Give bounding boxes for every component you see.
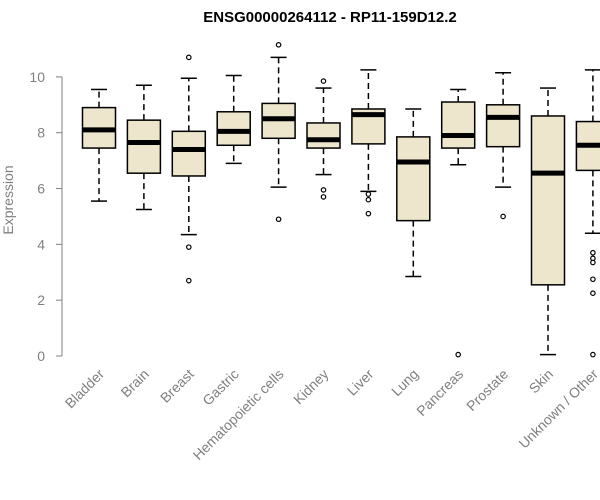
x-tick-label: Prostate [463,366,511,414]
outlier-point [186,244,192,250]
box-group [530,87,566,356]
x-tick-label: Pancreas [413,366,466,419]
outlier-point [320,78,327,84]
outlier-point [590,249,596,256]
box-group [351,69,386,217]
y-tick-label: 2 [37,292,45,308]
outlier-point [590,351,596,358]
box-group [261,41,296,223]
x-tick-label: Lung [388,366,421,399]
outlier-point [590,259,596,266]
box-iqr [306,122,341,149]
outlier-point [320,187,327,193]
box-group [216,74,251,165]
box-group [575,69,600,358]
y-tick-label: 4 [37,236,45,252]
x-tick-label: Brain [118,366,152,400]
x-tick-label: Gastric [199,366,242,409]
box-group [485,71,521,220]
outlier-point [365,210,372,217]
y-tick-label: 10 [29,69,45,85]
chart-title: ENSG00000264112 - RP11-159D12.2 [203,9,457,26]
x-tick-label: Kidney [290,366,332,408]
box-iqr [216,111,251,147]
box-group [171,54,207,284]
box-iqr [126,119,162,174]
outlier-point [455,351,462,358]
y-tick-label: 0 [37,348,45,364]
y-tick-label: 6 [37,181,45,197]
outlier-point [275,216,282,223]
boxes-group [81,41,600,358]
box-group [306,78,341,200]
box-group [81,88,117,202]
y-axis-label: Expression [0,165,16,234]
x-tick-label: Bladder [62,366,108,412]
box-iqr [171,130,207,177]
box-group [440,88,476,358]
outlier-point [320,194,327,200]
outlier-point [365,196,372,203]
box-group [126,84,162,211]
x-tick-label: Breast [157,366,197,406]
box-group [396,108,431,278]
outlier-point [590,290,596,297]
outlier-point [590,276,596,283]
box-iqr [396,136,431,222]
box-iqr [440,101,476,149]
x-tick-label: Liver [344,366,377,399]
x-tick-label: Unknown / Other [515,366,600,452]
y-axis: 0 2 4 6 8 10 [29,69,63,364]
x-tick-label: Skin [526,366,557,397]
box-iqr [530,115,566,286]
y-tick-label: 8 [37,125,45,141]
outlier-point [275,41,282,48]
outlier-point [186,277,192,284]
outlier-point [500,213,506,220]
box-iqr [485,104,521,148]
outlier-point [186,54,192,61]
outlier-point [365,191,372,197]
